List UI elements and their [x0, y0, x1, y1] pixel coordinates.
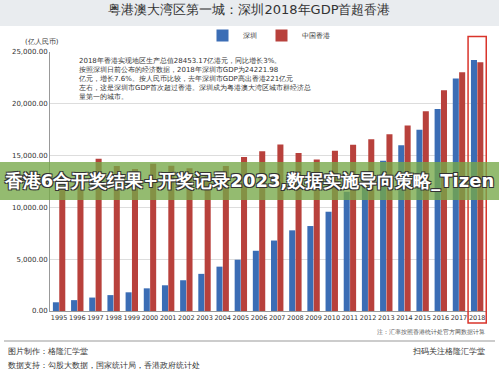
svg-text:2010: 2010: [323, 314, 340, 322]
svg-text:2005: 2005: [233, 314, 250, 322]
svg-text:中国香港: 中国香港: [302, 32, 330, 40]
svg-text:2018: 2018: [469, 314, 486, 322]
svg-text:5,000.00: 5,000.00: [16, 256, 47, 264]
svg-text:2012: 2012: [360, 314, 377, 322]
svg-text:2013: 2013: [378, 314, 395, 322]
svg-text:数据支持：勾股大数据，国家统计局，香港政府统计处: 数据支持：勾股大数据，国家统计局，香港政府统计处: [8, 361, 200, 370]
svg-text:2007: 2007: [269, 314, 286, 322]
svg-text:25,000.00: 25,000.00: [12, 48, 48, 56]
svg-text:2002: 2002: [178, 314, 195, 322]
svg-text:0.00: 0.00: [32, 307, 48, 315]
svg-text:1998: 1998: [105, 314, 122, 322]
svg-text:10,000.00: 10,000.00: [12, 204, 48, 212]
svg-text:1995: 1995: [51, 314, 68, 322]
svg-text:2001: 2001: [160, 314, 177, 322]
svg-text:15,000.00: 15,000.00: [12, 152, 48, 160]
svg-text:(亿人民币): (亿人民币): [25, 38, 59, 46]
svg-text:2015: 2015: [414, 314, 431, 322]
svg-text:1996: 1996: [69, 314, 86, 322]
svg-text:2009: 2009: [305, 314, 322, 322]
svg-text:注：汇率按照香港统计处官方网数据计算: 注：汇率按照香港统计处官方网数据计算: [377, 328, 485, 335]
svg-text:2006: 2006: [251, 314, 268, 322]
svg-text:2008: 2008: [287, 314, 304, 322]
svg-text:20,000.00: 20,000.00: [12, 100, 48, 108]
svg-text:2017: 2017: [451, 314, 468, 322]
svg-text:2000: 2000: [142, 314, 159, 322]
html-text:香港6合开奖结果+开奖记录2023,数据实施导向策略_Tiz: 香港6合开奖结果+开奖记录2023,数据实施导向策略_Tizen: [4, 170, 495, 191]
svg-text:1999: 1999: [124, 314, 141, 322]
svg-text:粤港澳大湾区第一城：深圳2018年GDP首超香港: 粤港澳大湾区第一城：深圳2018年GDP首超香港: [108, 2, 390, 17]
svg-text:深圳: 深圳: [243, 32, 257, 40]
svg-text:2016: 2016: [433, 314, 450, 322]
svg-text:扫码关注格隆汇学堂: 扫码关注格隆汇学堂: [412, 347, 485, 356]
svg-text:2003: 2003: [196, 314, 213, 322]
svg-text:2014: 2014: [396, 314, 413, 322]
svg-text:图片制作：格隆汇学堂: 图片制作：格隆汇学堂: [8, 347, 88, 356]
svg-text:2004: 2004: [214, 314, 231, 322]
svg-text:1997: 1997: [87, 314, 104, 322]
svg-text:2018年香港实现地区生产总值28453.17亿港元，同比增: 2018年香港实现地区生产总值28453.17亿港元，同比增长3%。按照深圳日前…: [78, 57, 311, 101]
svg-text:2011: 2011: [342, 314, 359, 322]
